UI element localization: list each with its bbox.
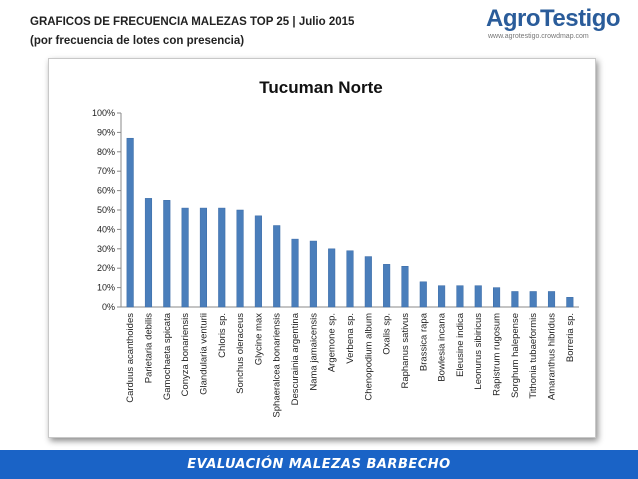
bar <box>438 285 446 308</box>
x-category-label: Gamochaeta spicata <box>162 312 173 400</box>
x-category-label: Oxalis sp. <box>382 313 393 355</box>
y-tick-label: 50% <box>97 205 115 215</box>
bar <box>163 200 171 308</box>
x-category-label: Bowlesia incana <box>437 312 448 381</box>
bar <box>511 291 519 308</box>
chart-frame: Tucuman Norte 0% 10% 20% 30% 40% 50% 60% 70% 80%… <box>48 58 596 438</box>
bar <box>547 291 556 308</box>
bar-chart: Tucuman Norte 0% 10% 20% 30% 40% 50% 60% 70% 80%… <box>92 78 579 418</box>
x-category-label: Leonurus sibiricus <box>473 313 484 390</box>
bar <box>144 198 153 308</box>
x-category-label: Rapistrum rugosum <box>492 313 503 396</box>
y-tick-label: 40% <box>97 224 115 234</box>
bar <box>199 207 207 308</box>
bar <box>218 207 226 308</box>
y-tick-label: 100% <box>92 108 115 118</box>
y-tick-label: 30% <box>97 244 115 254</box>
x-category-label: Carduus acanthoides <box>125 313 136 403</box>
x-category-label: Raphanus sativus <box>400 313 411 389</box>
bar <box>364 256 372 308</box>
header-title-line2: (por frecuencia de lotes con presencia) <box>30 35 245 47</box>
bar <box>456 285 464 308</box>
x-category-label: Eleusine indica <box>455 312 466 377</box>
x-category-label: Conyza bonariensis <box>180 313 191 397</box>
bar <box>328 248 336 308</box>
y-tick-label: 90% <box>97 127 115 137</box>
bar <box>383 264 391 308</box>
bar <box>474 285 482 308</box>
bar <box>346 250 354 308</box>
chart-title: Tucuman Norte <box>259 78 382 97</box>
x-category-label: Argemone sp. <box>327 313 338 372</box>
logo-url: www.agrotestigo.crowdmap.com <box>488 33 589 40</box>
x-category-label: Sonchus oleraceus <box>235 313 246 394</box>
x-category-label: Amaranthus hibridus <box>547 313 558 400</box>
bar <box>419 281 427 308</box>
x-category-label: Borreria sp. <box>565 313 576 362</box>
y-tick-label: 60% <box>97 186 115 196</box>
bar <box>273 225 281 308</box>
footer-text: EVALUACIÓN MALEZAS BARBECHO <box>187 457 451 472</box>
y-tick-label: 20% <box>97 263 115 273</box>
x-category-label: Parietaria debilis <box>143 313 154 383</box>
y-tick-label: 10% <box>97 283 115 293</box>
bar <box>529 291 537 308</box>
x-category-label: Sorghum halepense <box>510 313 521 398</box>
x-category-label: Chloris sp. <box>217 313 228 358</box>
x-axis-labels: Carduus acanthoides Parietaria debilis Gam… <box>125 312 576 417</box>
bar <box>291 238 299 308</box>
bar <box>401 266 409 308</box>
bar <box>309 240 317 308</box>
bar <box>254 215 262 308</box>
bar <box>493 287 501 308</box>
x-category-label: Glycine max <box>253 313 264 366</box>
logo-name: AgroTestigo <box>486 5 621 32</box>
bars <box>126 137 574 308</box>
footer-bar <box>0 450 638 479</box>
x-category-label: Sphaeralcea bonariensis <box>272 313 283 418</box>
bar <box>566 297 574 308</box>
x-category-label: Tithonia tubaeformis <box>528 313 539 399</box>
header-title-line1: GRAFICOS DE FRECUENCIA MALEZAS TOP 25 | … <box>30 16 355 28</box>
x-category-label: Brassica rapa <box>418 312 429 371</box>
x-category-label: Glandularia venturii <box>198 313 209 395</box>
x-category-label: Chenopodium album <box>363 313 374 401</box>
x-category-label: Descurainia argentina <box>290 312 301 405</box>
bar <box>236 209 244 308</box>
header-title: GRAFICOS DE FRECUENCIA MALEZAS TOP 25 | … <box>30 13 460 51</box>
y-axis: 0% 10% 20% 30% 40% 50% 60% 70% 80% 90% 100% <box>92 108 579 312</box>
y-tick-label: 80% <box>97 147 115 157</box>
y-tick-label: 70% <box>97 166 115 176</box>
bar <box>181 207 189 308</box>
bar <box>126 137 134 308</box>
y-tick-label: 0% <box>102 302 115 312</box>
x-category-label: Nama jamaicensis <box>308 313 319 391</box>
x-category-label: Verbena sp. <box>345 313 356 364</box>
agrotestigo-logo: AgroTestigo www.agrotestigo.crowdmap.com <box>486 5 626 49</box>
